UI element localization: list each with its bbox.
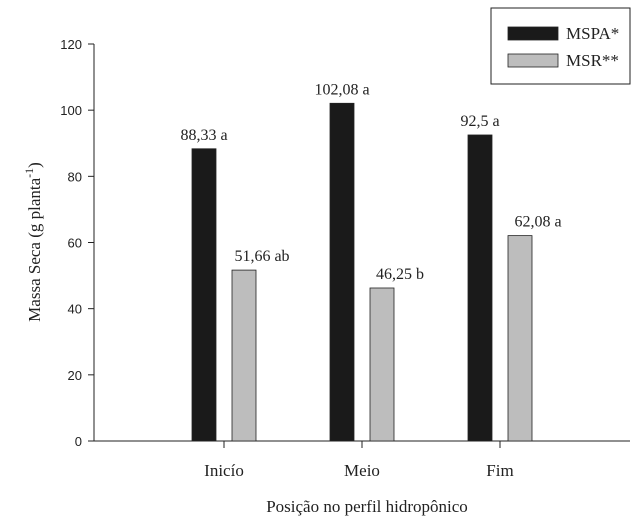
y-tick-label: 80 [68,169,82,184]
x-tick-label: Meio [344,461,380,480]
y-axis-title-end: ) [25,162,44,168]
bar-mspa-0 [191,148,217,442]
x-axis: Inicío Meio Fim [94,440,630,480]
x-axis-title: Posição no perfil hidropônico [266,497,468,516]
y-tick-label: 60 [68,236,82,251]
legend-swatch-mspa [507,26,559,41]
bar-value-label: 92,5 a [460,113,499,130]
legend-swatch-msr [507,53,559,68]
y-axis-title: Massa Seca (g planta-1) [22,162,44,322]
bar-value-label: 46,25 b [376,266,424,283]
y-tick-label: 40 [68,302,82,317]
y-axis-title-superscript: -1 [22,168,36,178]
legend-label-msr: MSR** [566,51,619,70]
bar-labels: 88,33 a 102,08 a 92,5 a 51,66 ab 46,25 b 62,0… [180,81,561,283]
legend-label-mspa: MSPA* [566,24,619,43]
bar-msr-1 [369,287,395,442]
bar-value-label: 62,08 a [514,214,561,231]
y-tick-label: 20 [68,368,82,383]
bar-mspa-1 [329,102,355,442]
y-tick-label: 100 [60,103,82,118]
y-tick-label: 0 [75,434,82,449]
bar-value-label: 102,08 a [314,81,369,98]
y-tick-label: 120 [60,37,82,52]
bar-msr-2 [507,235,533,442]
bar-value-label: 51,66 ab [234,248,289,265]
bar-msr-0 [231,269,257,442]
legend-box [490,7,631,85]
x-tick-label: Inicío [204,461,244,480]
legend: MSPA* MSR** [490,7,631,85]
bar-mspa-2 [467,134,493,442]
x-tick-label: Fim [486,461,513,480]
bar-value-label: 88,33 a [180,127,227,144]
bars [191,102,533,442]
y-axis: 0 20 40 60 80 100 120 [60,37,95,449]
y-axis-title-main: Massa Seca (g planta [25,177,44,321]
